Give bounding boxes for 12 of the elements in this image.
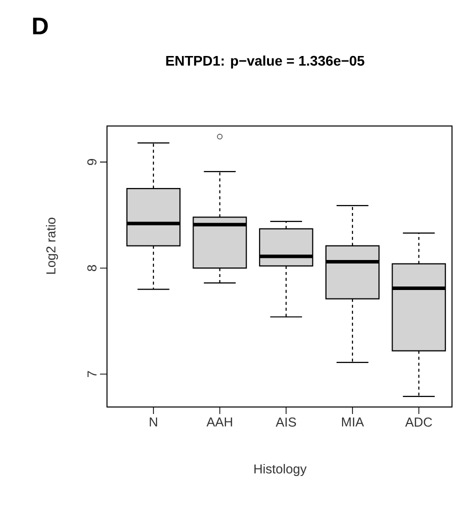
x-tick-label: MIA (342, 418, 364, 426)
x-tick-label: N (150, 418, 158, 426)
y-axis-title: Log2 ratio (46, 218, 58, 274)
x-axis-title: Histology (254, 464, 307, 476)
x-tick-label: AAH (206, 418, 232, 426)
x-tick-label: AIS (276, 418, 296, 427)
text: D (33, 18, 48, 34)
y-tick-label: 9 (87, 159, 96, 166)
chart-title: ENTPD1: p−value = 1.336e−05 (166, 55, 364, 68)
x-tick-label: ADC (405, 418, 432, 427)
y-tick-label: 7 (88, 371, 96, 378)
y-tick-label: 8 (87, 265, 96, 272)
